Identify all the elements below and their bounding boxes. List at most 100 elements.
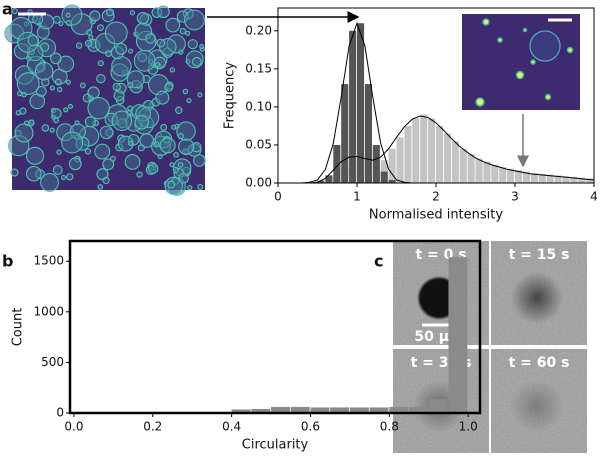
x-tick-label: 1.0 bbox=[459, 420, 478, 434]
droplet bbox=[191, 56, 202, 67]
x-tick-label: 0.4 bbox=[222, 420, 241, 434]
droplet bbox=[75, 42, 83, 49]
bar bbox=[396, 137, 404, 183]
bar bbox=[330, 407, 350, 413]
bar bbox=[491, 164, 499, 183]
droplet bbox=[26, 165, 42, 182]
droplet bbox=[139, 133, 155, 148]
bar bbox=[388, 148, 396, 183]
bar bbox=[467, 154, 475, 183]
bar bbox=[412, 118, 420, 183]
droplet bbox=[165, 17, 181, 33]
droplet bbox=[19, 107, 27, 115]
droplet bbox=[128, 48, 134, 54]
x-axis-label: Normalised intensity bbox=[369, 208, 503, 223]
bar bbox=[404, 125, 412, 183]
bar bbox=[499, 167, 507, 183]
bar bbox=[570, 176, 578, 183]
bar bbox=[325, 175, 333, 183]
panel-label: c bbox=[374, 252, 383, 271]
x-tick-label: 4 bbox=[590, 190, 598, 204]
droplet bbox=[16, 72, 40, 95]
x-tick-label: 2 bbox=[432, 190, 440, 204]
droplet bbox=[182, 88, 189, 95]
droplet bbox=[475, 97, 485, 107]
panel-label: b bbox=[2, 252, 13, 271]
droplet bbox=[27, 34, 40, 47]
droplet bbox=[68, 157, 82, 171]
bar bbox=[554, 175, 562, 183]
droplet bbox=[32, 13, 44, 25]
droplet bbox=[187, 185, 193, 191]
fit-line bbox=[278, 115, 595, 184]
panel-label: a bbox=[2, 0, 13, 19]
droplet bbox=[23, 120, 30, 126]
droplet bbox=[49, 127, 55, 133]
droplet bbox=[10, 168, 19, 177]
droplet bbox=[84, 148, 92, 155]
droplet bbox=[173, 151, 179, 158]
droplet bbox=[79, 82, 86, 89]
droplet bbox=[155, 62, 161, 68]
droplet bbox=[167, 180, 176, 189]
x-tick-label: 0.2 bbox=[143, 420, 162, 434]
droplet bbox=[21, 92, 27, 98]
droplet bbox=[102, 176, 110, 185]
y-tick-label: 1000 bbox=[33, 304, 64, 318]
bar bbox=[357, 23, 365, 183]
droplet bbox=[184, 9, 205, 31]
droplet bbox=[199, 44, 205, 50]
droplet bbox=[497, 37, 503, 43]
droplet bbox=[178, 172, 189, 184]
droplet bbox=[178, 138, 195, 155]
droplet bbox=[169, 162, 175, 168]
droplet bbox=[89, 10, 101, 22]
bar bbox=[451, 141, 459, 183]
y-tick-label: 0.15 bbox=[245, 61, 272, 75]
bar bbox=[562, 176, 570, 183]
droplet bbox=[14, 123, 34, 143]
bar bbox=[317, 180, 325, 183]
droplet bbox=[96, 24, 104, 32]
axes-frame bbox=[68, 239, 482, 415]
droplet bbox=[155, 90, 170, 105]
droplet bbox=[54, 78, 62, 86]
droplet bbox=[515, 70, 525, 80]
bar bbox=[436, 125, 444, 183]
droplet bbox=[544, 93, 552, 101]
droplet bbox=[111, 56, 132, 77]
droplet bbox=[136, 11, 149, 25]
droplet bbox=[63, 107, 69, 113]
y-axis-label: Frequency bbox=[223, 62, 238, 129]
droplet bbox=[97, 184, 104, 190]
bar bbox=[231, 409, 251, 413]
droplet bbox=[177, 132, 184, 140]
droplet bbox=[41, 124, 50, 132]
frame-time: t = 60 s bbox=[509, 355, 570, 371]
bar bbox=[341, 84, 349, 183]
bar bbox=[443, 133, 451, 183]
droplet bbox=[106, 8, 114, 17]
droplet bbox=[25, 146, 45, 165]
x-tick-label: 0.0 bbox=[64, 420, 83, 434]
inset-image bbox=[462, 14, 580, 110]
droplet bbox=[60, 174, 67, 181]
bar bbox=[475, 158, 483, 183]
bleach-spot bbox=[511, 272, 563, 324]
y-tick-label: 0 bbox=[56, 406, 64, 420]
droplet bbox=[11, 8, 18, 15]
droplet bbox=[40, 172, 60, 192]
bar bbox=[271, 406, 290, 413]
bar bbox=[483, 161, 491, 183]
droplet bbox=[65, 19, 72, 27]
droplet bbox=[85, 39, 93, 48]
bar bbox=[310, 407, 330, 413]
micrograph bbox=[4, 4, 206, 196]
droplet bbox=[111, 110, 133, 131]
bar bbox=[364, 84, 372, 183]
bar bbox=[372, 144, 380, 183]
droplet bbox=[61, 131, 84, 154]
droplet bbox=[87, 96, 110, 120]
